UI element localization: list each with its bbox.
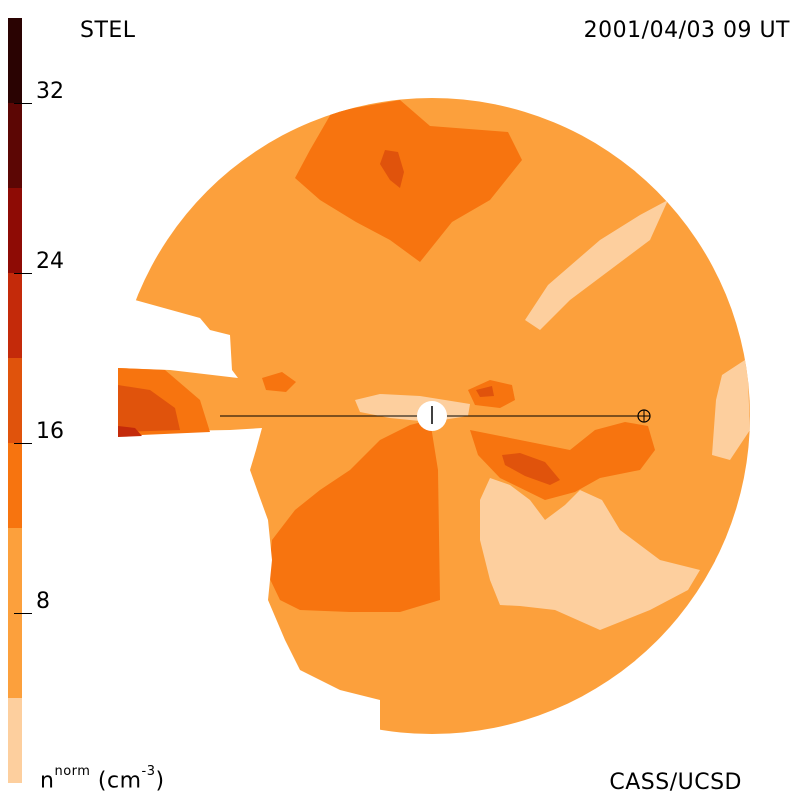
- units-label: nnorm (cm-3): [40, 764, 165, 794]
- colorbar-band: [8, 443, 22, 528]
- colorbar-band: [8, 698, 22, 783]
- colorbar-tick: [14, 273, 32, 274]
- density-region-east-arm-core: [502, 453, 560, 485]
- colorbar-tick-label: 8: [36, 589, 50, 614]
- density-region-small-east-core: [476, 386, 494, 397]
- missing-data-wedge: [100, 300, 380, 760]
- density-region-east-arm: [470, 422, 655, 500]
- colorbar-band: [8, 18, 22, 103]
- colorbar: 8 16 24 32: [8, 18, 64, 783]
- source-label: STEL: [80, 18, 136, 43]
- density-region-northeast-light: [525, 200, 668, 330]
- colorbar-tick: [14, 613, 32, 614]
- density-region-north: [295, 100, 522, 262]
- units-base: n: [40, 768, 55, 794]
- earth-icon: [637, 409, 651, 423]
- colorbar-band: [8, 358, 22, 443]
- units-rest: (cm: [90, 768, 142, 794]
- colorbar-tick-label: 32: [36, 79, 64, 104]
- units-close: ): [155, 768, 165, 794]
- density-region-southwest: [268, 420, 440, 612]
- density-region-southeast-light: [480, 478, 700, 630]
- density-region-west-tongue-inner: [118, 385, 180, 432]
- density-region-small-west: [262, 372, 296, 392]
- colorbar-band: [8, 188, 22, 273]
- credit-label: CASS/UCSD: [609, 770, 742, 795]
- colorbar-band: [8, 103, 22, 188]
- units-exponent: -3: [141, 764, 156, 779]
- density-region-west-tongue-core: [118, 426, 142, 437]
- density-region-north-core: [380, 150, 404, 188]
- units-superscript: norm: [54, 764, 91, 779]
- colorbar-tick: [14, 443, 32, 444]
- colorbar-tick-label: 16: [36, 419, 64, 444]
- colorbar-band: [8, 273, 22, 358]
- colorbar-tick: [14, 103, 32, 104]
- date-label: 2001/04/03 09 UT: [583, 18, 790, 43]
- colorbar-tick-label: 24: [36, 249, 64, 274]
